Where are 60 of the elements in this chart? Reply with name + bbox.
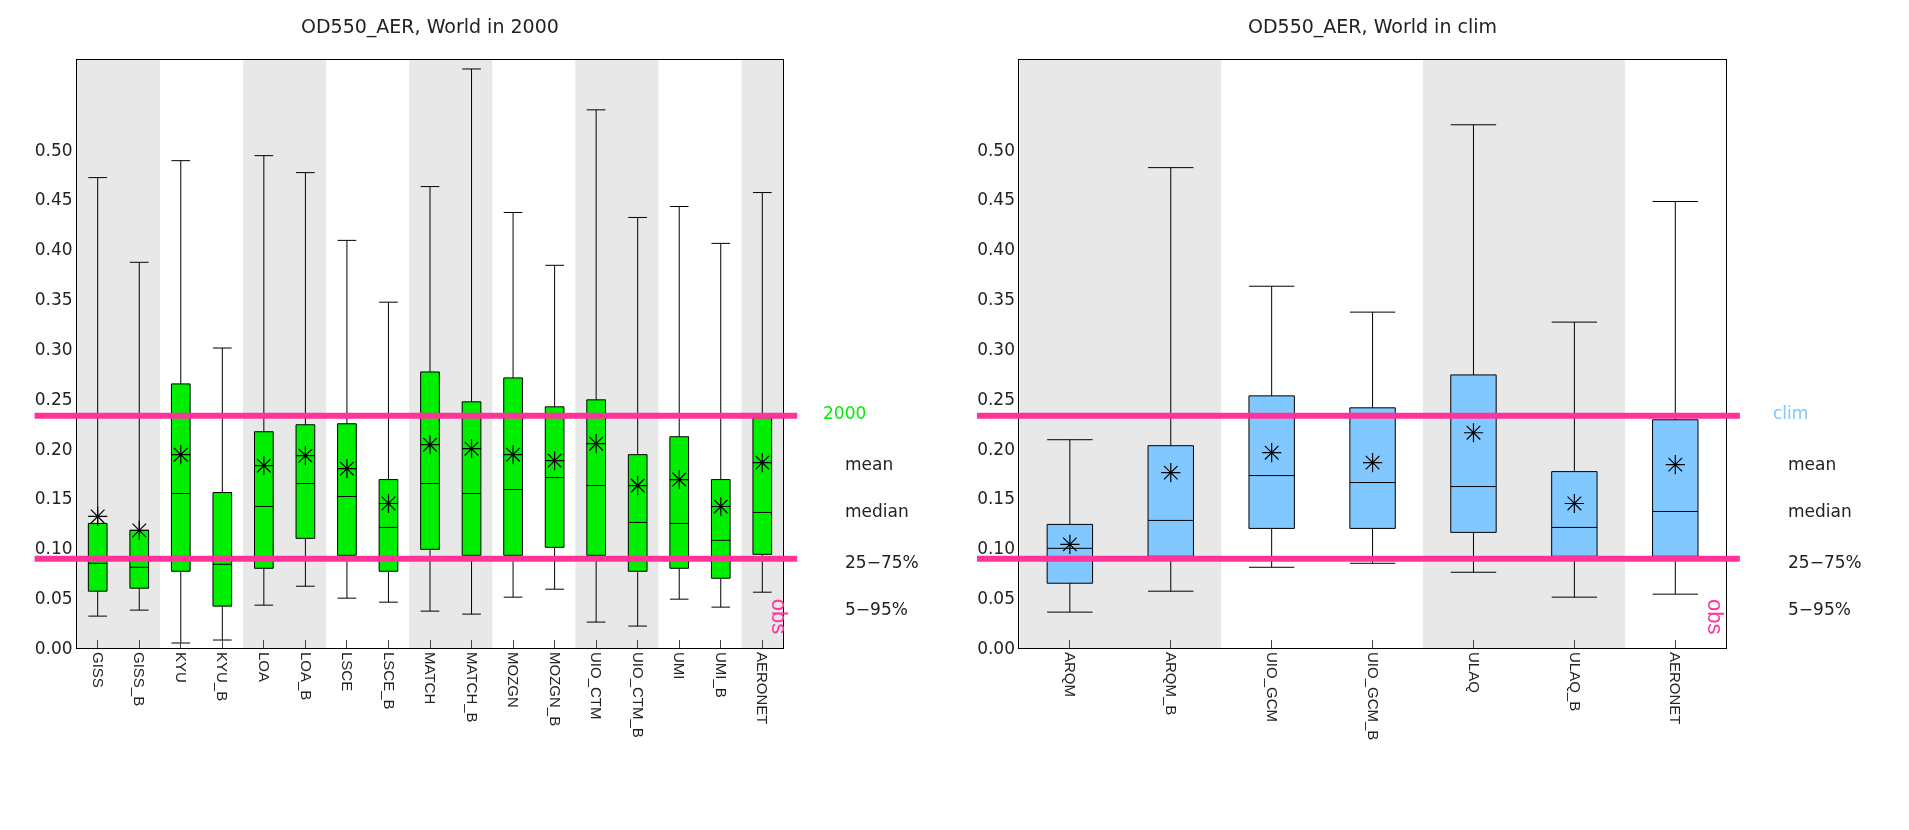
text: median	[1788, 501, 1852, 521]
y-tick-label: 0.30	[34, 338, 73, 359]
x-tick-label: UMI	[671, 652, 689, 680]
x-tick-label: KYU_B	[214, 652, 232, 702]
text: median	[845, 501, 909, 521]
x-tick-label: UIO_CTM_B	[629, 652, 647, 738]
x-tick-label: MATCH	[422, 652, 440, 705]
y-tick-label: 0.50	[34, 139, 73, 160]
text: mean	[845, 454, 894, 474]
y-tick-label: 0.40	[34, 239, 73, 260]
x-tick-label: LOA	[255, 652, 273, 683]
x-tick-label: ULAQ_B	[1566, 652, 1584, 712]
x-tick-label: UIO_CTM	[588, 652, 606, 720]
annotation: obs	[766, 598, 792, 635]
text: 25−75%	[845, 552, 919, 572]
y-tick-label: 0.15	[34, 488, 73, 509]
text: clim	[1773, 403, 1809, 423]
x-tick-label: MATCH_B	[463, 652, 481, 723]
x-tick-label: AERONET	[1667, 652, 1685, 725]
y-tick-label: 0.40	[977, 239, 1016, 260]
x-tick-label: AERONET	[754, 652, 772, 725]
y-tick-label: 0.35	[977, 289, 1016, 310]
x-tick-label: LSCE_B	[380, 652, 398, 710]
x-tick-label: UIO_GCM_B	[1364, 652, 1382, 741]
annotation: obs	[1703, 599, 1729, 635]
y-tick-label: 0.15	[977, 488, 1016, 509]
text: 5−95%	[1788, 599, 1851, 619]
y-tick-label: 0.05	[977, 588, 1016, 609]
text: 2000	[823, 403, 867, 423]
y-tick-label: 0.10	[34, 538, 73, 559]
x-tick-label: GISS	[89, 652, 107, 688]
y-tick-label: 0.20	[34, 438, 73, 459]
x-tick-label: GISS_B	[131, 652, 149, 707]
y-tick-label: 0.30	[977, 338, 1016, 359]
y-tick-label: 0.10	[977, 538, 1016, 559]
x-tick-label: ARQM	[1061, 652, 1079, 697]
y-tick-label: 0.05	[34, 588, 73, 609]
chart-title: OD550_AER, World in 2000	[301, 15, 559, 38]
x-tick-label: KYU	[172, 652, 190, 683]
x-tick-label: ULAQ	[1465, 652, 1483, 693]
x-tick-label: MOZGN	[505, 652, 523, 708]
y-tick-label: 0.00	[977, 637, 1016, 658]
x-tick-label: LSCE	[339, 652, 357, 692]
x-tick-label: MOZGN_B	[546, 652, 564, 727]
y-tick-label: 0.45	[34, 189, 73, 210]
text: 25−75%	[1788, 552, 1862, 572]
y-tick-label: 0.50	[977, 139, 1016, 160]
text: 5−95%	[845, 599, 908, 619]
y-tick-label: 0.00	[34, 637, 73, 658]
x-tick-label: UMI_B	[712, 652, 730, 698]
chart-title: OD550_AER, World in clim	[1248, 15, 1497, 38]
y-tick-label: 0.35	[34, 289, 73, 310]
text: mean	[1788, 454, 1837, 474]
y-tick-label: 0.25	[34, 388, 73, 409]
x-tick-label: ARQM_B	[1162, 652, 1180, 716]
x-tick-label: LOA_B	[297, 652, 315, 701]
y-tick-label: 0.45	[977, 189, 1016, 210]
y-tick-label: 0.20	[977, 438, 1016, 459]
x-tick-label: UIO_GCM	[1263, 652, 1281, 723]
y-tick-label: 0.25	[977, 388, 1016, 409]
